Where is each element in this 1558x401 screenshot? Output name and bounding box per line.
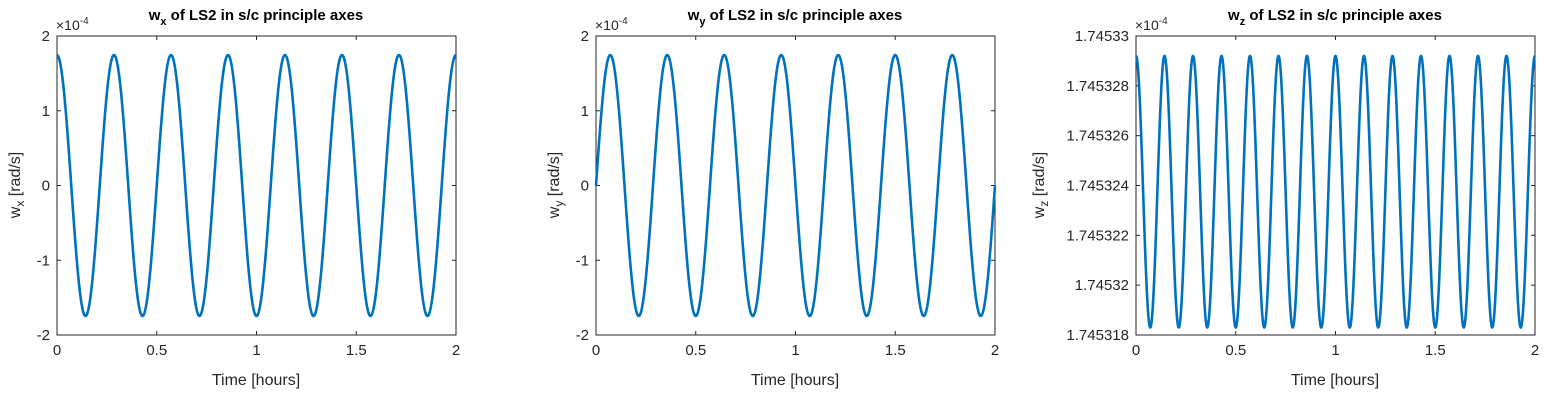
panel-wy-xtick-label: 2: [991, 342, 999, 359]
panel-wy-ytick-label: -1: [576, 252, 589, 269]
panel-wz-ytick-label: 1.74532: [1075, 277, 1129, 294]
panel-wy-title-sub: y: [699, 16, 706, 28]
panel-wz-ylabel-sub: z: [1037, 201, 1051, 207]
panel-wx-series-line: [56, 53, 457, 318]
panel-wx-xtick-label: 0.5: [146, 342, 167, 359]
panel-wz-title-main: w: [1227, 7, 1240, 24]
panel-wz-xtick-label: 1.5: [1425, 342, 1446, 359]
panel-wy-ytick-label: 0: [581, 178, 589, 195]
panel-wx-ytick-label: 1: [42, 103, 50, 120]
panel-wx-title: wx of LS2 in s/c principle axes: [148, 7, 364, 28]
panel-wy-xtick-label: 0: [592, 342, 600, 359]
panel-wz-series-line: [1135, 54, 1536, 329]
panel-wx-ylabel: wx [rad/s]: [7, 152, 27, 219]
panel-wz-ytick-label: 1.745328: [1066, 78, 1129, 95]
panel-wy-xtick-label: 1.5: [885, 342, 906, 359]
panel-wx-axes-box: [56, 35, 457, 336]
panel-wy-ytick-label: 2: [581, 28, 589, 45]
panel-wx-ytick-label: 2: [42, 28, 50, 45]
panel-wy: wy of LS2 in s/c principle axes ×10-4 -2…: [546, 7, 999, 389]
panel-wx-multiplier-exp: -4: [80, 16, 89, 27]
panel-wx-title-rest: of LS2 in s/c principle axes: [167, 7, 364, 24]
panel-wz-ylabel: wz [rad/s]: [1031, 152, 1051, 219]
panel-wy-multiplier: ×10-4: [595, 16, 628, 33]
panel-wx-ytick-label: 0: [42, 178, 50, 195]
panel-wx-xticks: 0 0.5 1 1.5 2: [53, 36, 460, 359]
panel-wy-ytick-label: 1: [581, 103, 589, 120]
panel-wy-multiplier-base: ×10: [595, 17, 619, 33]
panel-wz-xtick-label: 0.5: [1225, 342, 1246, 359]
panel-wx-yticks: -2 -1 0 1 2: [37, 28, 456, 344]
panel-wx-xtick-label: 0: [53, 342, 61, 359]
panel-wy-xticks: 0 0.5 1 1.5 2: [592, 36, 999, 359]
panel-wz-xtick-label: 2: [1531, 342, 1539, 359]
panel-wx-xtick-label: 2: [452, 342, 460, 359]
panel-wy-multiplier-exp: -4: [619, 16, 628, 27]
panel-wx-ytick-label: -1: [37, 252, 50, 269]
panel-wy-ylabel-main: w: [546, 206, 563, 219]
panel-wz-ylabel-main: w: [1031, 206, 1048, 219]
panel-wy-title: wy of LS2 in s/c principle axes: [687, 7, 903, 28]
panel-wz-multiplier-exp: -4: [1159, 16, 1168, 27]
panel-wz-title: wz of LS2 in s/c principle axes: [1227, 7, 1442, 28]
panel-wz-ytick-label: 1.74533: [1075, 28, 1129, 45]
panel-wy-title-main: w: [687, 7, 700, 24]
panel-wz-ytick-label: 1.745324: [1066, 178, 1129, 195]
panel-wz-yticks: 1.745318 1.74532 1.745322 1.745324 1.745326 1…: [1066, 28, 1535, 344]
panel-wz-ytick-label: 1.745318: [1066, 327, 1129, 344]
panel-wy-yticks: -2 -1 0 1 2: [576, 28, 995, 344]
panel-wz-title-rest: of LS2 in s/c principle axes: [1245, 7, 1442, 24]
panel-wz-multiplier: ×10-4: [1135, 16, 1168, 33]
panel-wx-xtick-label: 1.5: [346, 342, 367, 359]
panel-wy-xlabel: Time [hours]: [751, 372, 839, 389]
panel-wx-multiplier: ×10-4: [56, 16, 89, 33]
panel-wx-xlabel: Time [hours]: [212, 372, 300, 389]
panel-wy-title-rest: of LS2 in s/c principle axes: [706, 7, 903, 24]
panel-wz: wz of LS2 in s/c principle axes ×10-4 1.…: [1031, 7, 1539, 389]
panel-wx-xtick-label: 1: [252, 342, 260, 359]
panel-wz-title-sub: z: [1240, 16, 1246, 28]
panel-wx-ylabel-main: w: [7, 206, 24, 219]
panel-wy-xtick-label: 0.5: [685, 342, 706, 359]
panel-wz-ytick-label: 1.745322: [1066, 227, 1129, 244]
panel-wx-ylabel-sub: x: [13, 201, 27, 207]
panel-wy-ytick-label: -2: [576, 327, 589, 344]
panel-wy-ylabel-rest: [rad/s]: [546, 152, 563, 201]
panel-wy-ylabel: wy [rad/s]: [546, 152, 566, 219]
panel-wx: wx of LS2 in s/c principle axes ×10-4 -2…: [7, 7, 460, 389]
panel-wz-multiplier-base: ×10: [1135, 17, 1159, 33]
panel-wy-series-line: [594, 53, 997, 318]
panel-wz-xtick-label: 0: [1132, 342, 1140, 359]
panel-wz-ytick-label: 1.745326: [1066, 128, 1129, 145]
panel-wz-xticks: 0 0.5 1 1.5 2: [1132, 36, 1539, 359]
panel-wy-xtick-label: 1: [791, 342, 799, 359]
panel-wy-ylabel-sub: y: [552, 201, 566, 207]
panel-wx-title-main: w: [148, 7, 161, 24]
panel-wx-multiplier-base: ×10: [56, 17, 80, 33]
panel-wx-title-sub: x: [160, 16, 167, 28]
panel-wz-ylabel-rest: [rad/s]: [1031, 152, 1048, 201]
panel-wx-ylabel-rest: [rad/s]: [7, 152, 24, 201]
panel-wz-xlabel: Time [hours]: [1291, 372, 1379, 389]
panel-wx-ytick-label: -2: [37, 327, 50, 344]
panel-wz-xtick-label: 1: [1331, 342, 1339, 359]
